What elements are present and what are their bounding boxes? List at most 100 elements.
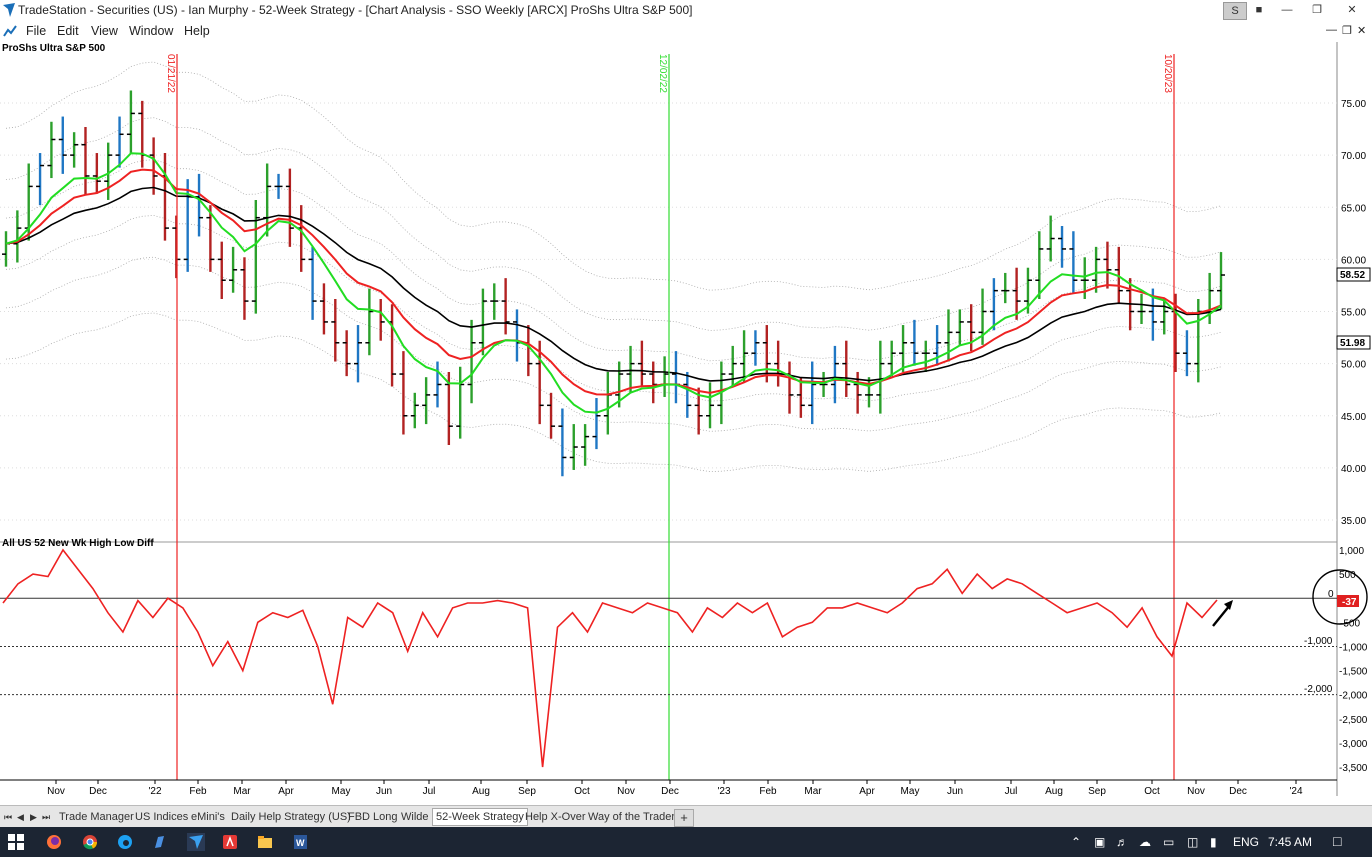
clock[interactable]: 7:45 AM (1268, 835, 1313, 849)
title-bar: TradeStation - Securities (US) - Ian Mur… (0, 0, 1372, 22)
x-axis-label: '22 (148, 786, 161, 796)
price-tick-label: 60.00 (1341, 255, 1366, 266)
x-axis-label: Aug (1045, 786, 1063, 796)
notifications-icon[interactable]: □ (1333, 833, 1342, 849)
menu-help[interactable]: Help (184, 24, 210, 38)
x-axis-label: Sep (518, 786, 536, 796)
date-marker-label: 01/21/22 (165, 54, 176, 93)
indicator-current-value: -37 (1342, 597, 1357, 608)
date-marker-label: 10/20/23 (1162, 54, 1173, 93)
indicator-level-1000: -1,000 (1304, 636, 1333, 647)
menu-file[interactable]: File (26, 24, 47, 38)
tab-next-icon[interactable]: ▶ (30, 812, 37, 822)
indicator-zero-label: 0 (1328, 589, 1334, 600)
menu-window[interactable]: Window (129, 24, 174, 38)
tab-last-icon[interactable]: ⏭ (42, 812, 51, 822)
network-icon[interactable]: ▭ (1163, 835, 1175, 849)
indicator-tick-label: 500 (1339, 570, 1356, 581)
x-axis-label: Feb (759, 786, 777, 796)
price-tick-label: 45.00 (1341, 412, 1366, 423)
indicator-tick-label: -1,000 (1339, 642, 1368, 653)
battery-icon[interactable]: ▮ (1210, 835, 1217, 849)
indicator-tick-label: -500 (1340, 618, 1360, 629)
tab-way-of-the-trader[interactable]: Way of the Trader (588, 811, 676, 823)
indicator-value-box (1337, 595, 1359, 607)
price-tick-label: 40.00 (1341, 464, 1366, 475)
chrome-icon[interactable] (82, 834, 98, 850)
x-axis-label: Oct (1144, 786, 1160, 796)
ma-value-label: 51.98 (1340, 338, 1365, 349)
chart-canvas[interactable]: 01/21/22 12/02/22 10/20/23 75.00 70.00 65.00… (0, 42, 1372, 797)
close-button[interactable]: ✕ (1347, 4, 1357, 16)
indicator-tick-label: -1,500 (1339, 667, 1368, 678)
windows-taskbar: W ⌃ ▣ ♬ ☁ ▭ ◫ ▮ ENG 7:45 AM □ (0, 827, 1372, 857)
price-tick-label: 75.00 (1341, 99, 1366, 110)
x-axis-label: Jun (947, 786, 963, 796)
mdi-close-button[interactable]: ✕ (1357, 25, 1367, 37)
last-price-box (1336, 267, 1371, 282)
price-axis-bg (1337, 42, 1372, 796)
indicator-level-2000: -2,000 (1304, 684, 1333, 695)
x-axis-label: Dec (661, 786, 679, 796)
x-axis-label: Apr (278, 786, 294, 796)
add-tab-button[interactable]: + (674, 809, 694, 827)
chart-analysis-icon (3, 25, 17, 37)
language-indicator[interactable]: ENG (1233, 835, 1260, 849)
tab-trade-manager[interactable]: Trade Manager (59, 811, 134, 823)
price-pane-label: ProShs Ultra S&P 500 (2, 43, 106, 54)
file-explorer-icon[interactable] (257, 834, 273, 850)
indicator-pane-label: All US 52 New Wk High Low Diff (2, 538, 154, 549)
annotation-circle (1312, 569, 1368, 625)
mdi-restore-button[interactable]: ❐ (1342, 25, 1352, 37)
x-axis-label: Apr (859, 786, 875, 796)
x-axis-label: May (901, 786, 920, 796)
word-icon[interactable]: W (292, 834, 308, 850)
display-icon[interactable]: ◫ (1187, 835, 1199, 849)
edge-icon[interactable] (117, 834, 133, 850)
stop-icon[interactable]: ■ (1255, 4, 1263, 16)
indicator-tick-label: -3,500 (1339, 763, 1368, 774)
tab-first-icon[interactable]: ⏮ (4, 812, 13, 822)
ma-fast-line (5, 152, 1222, 414)
price-tick-label: 70.00 (1341, 151, 1366, 162)
x-axis-label: Nov (1187, 786, 1205, 796)
chart-analysis-window[interactable]: 01/21/22 12/02/22 10/20/23 75.00 70.00 65.00… (0, 42, 1372, 797)
restore-button[interactable]: ❐ (1312, 4, 1322, 16)
tradestation-taskbar-icon[interactable] (187, 833, 205, 851)
price-tick-label: 55.00 (1341, 308, 1366, 319)
x-axis-label: Nov (617, 786, 635, 796)
tab-daily-help-strategy[interactable]: Daily Help Strategy (US) (231, 811, 351, 823)
pen-tool-icon[interactable] (152, 834, 168, 850)
envelope-band (5, 256, 1222, 432)
tab-us-indices[interactable]: US Indices (135, 811, 189, 823)
firefox-icon[interactable] (46, 834, 62, 850)
indicator-line (2, 548, 1218, 768)
annotation-arrow (1212, 604, 1231, 627)
tab-52-week-strategy[interactable]: 52-Week Strategy (432, 808, 528, 826)
windows-start-icon[interactable] (8, 834, 24, 850)
indicator-tick-label: -2,500 (1339, 715, 1368, 726)
price-tick-label: 50.00 (1341, 360, 1366, 371)
x-axis-label: May (332, 786, 351, 796)
tray-overflow-icon[interactable]: ⌃ (1071, 835, 1082, 849)
annotation-arrow-head-icon (1224, 600, 1233, 610)
date-marker-label: 12/02/22 (657, 54, 668, 93)
menu-view[interactable]: View (91, 24, 118, 38)
tab-help-x-over[interactable]: Help X-Over (525, 811, 586, 823)
tab-fbd-long[interactable]: FBD Long (348, 811, 398, 823)
tab-eminis[interactable]: eMini's (191, 811, 225, 823)
volume-icon[interactable]: ♬ (1116, 835, 1128, 849)
x-axis-label: Feb (189, 786, 207, 796)
cloud-icon[interactable]: ☁ (1139, 835, 1151, 849)
symbol-link-button[interactable]: S (1223, 2, 1247, 20)
minimize-button[interactable]: — (1281, 4, 1293, 16)
tab-wilde[interactable]: Wilde (401, 811, 429, 823)
tradestation-logo-icon (3, 3, 15, 17)
tray-meeting-icon[interactable]: ▣ (1094, 835, 1106, 849)
mdi-minimize-button[interactable]: — (1326, 24, 1337, 36)
tab-prev-icon[interactable]: ◀ (17, 812, 24, 822)
menu-edit[interactable]: Edit (57, 24, 79, 38)
x-axis-label: '23 (717, 786, 730, 796)
red-app-icon[interactable] (222, 834, 238, 850)
ma-mid-line (5, 168, 1222, 396)
